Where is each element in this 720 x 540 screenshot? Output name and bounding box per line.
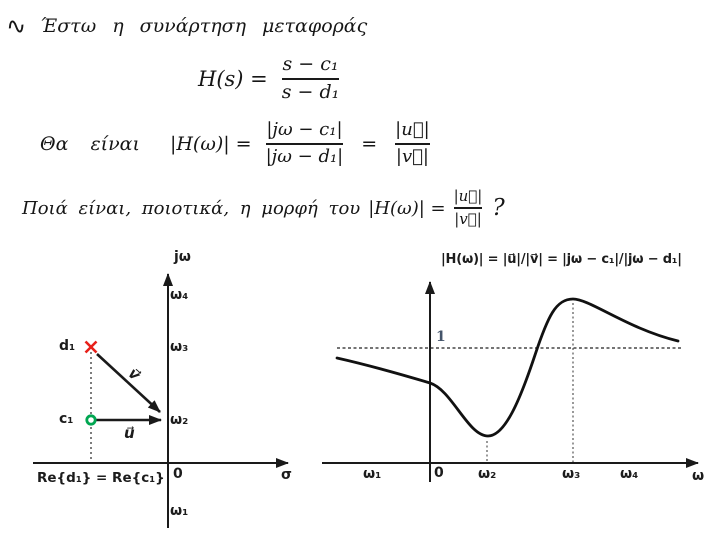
- magnitude-plot-axes: [322, 281, 699, 482]
- transfer-function-formula: H(s) = s − c₁ s − d₁: [198, 53, 340, 104]
- q-fraction: |u⃗| |v⃗|: [453, 187, 483, 229]
- real-parts-equal-note: Re{d₁} = Re{c₁}: [37, 470, 165, 486]
- q-denominator: |v⃗|: [454, 210, 482, 229]
- hs-fraction: s − c₁ s − d₁: [281, 53, 340, 104]
- fraction-bar: [453, 207, 483, 210]
- plot-omega-axis-label: ω: [692, 468, 705, 484]
- hs-denominator: s − d₁: [281, 80, 340, 103]
- pole-d1-label: d₁: [59, 338, 76, 354]
- plot-tick-w3: ω₃: [562, 466, 581, 482]
- hs-lhs: H(s) =: [198, 66, 268, 91]
- vector-u-label: u⃗: [124, 424, 135, 442]
- fraction-bar: [265, 142, 344, 145]
- plot-tick-w1: ω₁: [363, 466, 382, 482]
- squiggle-bullet-icon: ∿: [4, 10, 28, 42]
- fraction-bar: [395, 142, 430, 145]
- vector-v-arrow: [96, 353, 161, 413]
- be-denominator: |jω − d₁|: [265, 145, 344, 167]
- unity-level-label: 1: [436, 329, 446, 345]
- equals-sign: =: [361, 132, 378, 155]
- pole-d1-marker: [84, 340, 98, 354]
- q-lhs: |H(ω)| =: [368, 197, 446, 219]
- splane-tick-w4: ω₄: [170, 287, 189, 303]
- zero-c1-marker: [85, 414, 97, 426]
- splane-tick-w2: ω₂: [170, 412, 189, 428]
- be-fraction: |jω − c₁| |jω − d₁|: [265, 119, 344, 167]
- q-numerator: |u⃗|: [453, 187, 483, 205]
- be-prefix: Θα είναι: [40, 132, 140, 155]
- magnitude-response-curve: [335, 297, 680, 438]
- q-prefix: Ποιά είναι, ποιοτικά, η μορφή του: [22, 197, 361, 219]
- intro-text: Έστω η συνάρτηση μεταφοράς: [40, 15, 368, 37]
- splane-tick-w1: ω₁: [170, 503, 189, 519]
- magnitude-plot-title: |H(ω)| = |u⃗|/|v⃗| = |jω − c₁|/|jω − d₁|: [441, 252, 682, 267]
- be-lhs: |H(ω)| =: [169, 132, 252, 155]
- note-intro-line: ∿ Έστω η συνάρτηση μεταφοράς: [4, 10, 368, 42]
- magnitude-equation-line: Θα είναι |H(ω)| = |jω − c₁| |jω − d₁| = …: [40, 119, 430, 167]
- u-magnitude: |u⃗|: [395, 119, 430, 140]
- v-magnitude: |v⃗|: [395, 145, 429, 167]
- hs-numerator: s − c₁: [282, 53, 339, 75]
- splane-axes: [33, 273, 289, 528]
- splane-jw-axis-label: jω: [174, 249, 191, 265]
- question-line: Ποιά είναι, ποιοτικά, η μορφή του |H(ω)|…: [22, 187, 505, 229]
- fraction-bar: [281, 77, 340, 80]
- uv-fraction: |u⃗| |v⃗|: [395, 119, 430, 167]
- zero-c1-label: c₁: [59, 411, 74, 427]
- plot-tick-w2: ω₂: [478, 466, 497, 482]
- splane-tick-w3: ω₃: [170, 339, 189, 355]
- be-numerator: |jω − c₁|: [266, 119, 343, 140]
- splane-sigma-axis-label: σ: [281, 467, 292, 483]
- question-mark: ?: [492, 195, 505, 222]
- splane-origin-label: 0: [173, 466, 183, 482]
- plot-tick-w4: ω₄: [620, 466, 639, 482]
- plot-tick-zero: 0: [434, 465, 444, 481]
